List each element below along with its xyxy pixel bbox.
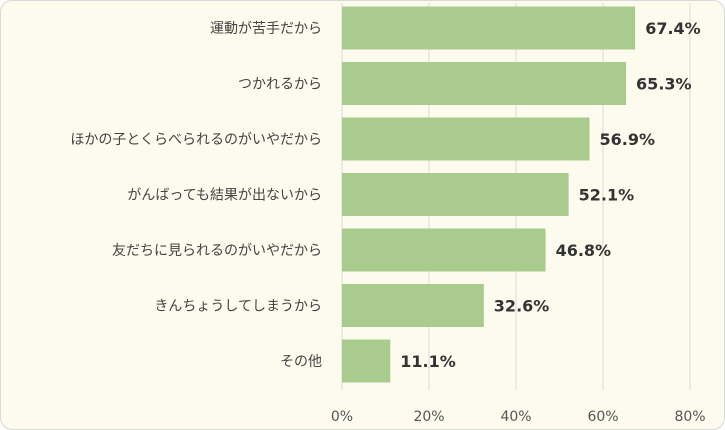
bar [342, 339, 391, 383]
data-label: 65.3% [636, 75, 692, 94]
bar [342, 173, 569, 216]
bar [342, 6, 636, 50]
category-labels: 運動が苦手だからつかれるからほかの子とくらべられるのがいやだからがんばっても結果… [70, 21, 322, 370]
category-label: ほかの子とくらべられるのがいやだから [70, 132, 322, 148]
x-tick-label: 20% [413, 409, 444, 425]
category-label: きんちょうしてしまうから [154, 299, 322, 315]
category-label: 友だちに見られるのがいやだから [112, 243, 322, 259]
data-label: 11.1% [400, 352, 456, 371]
data-label: 32.6% [494, 297, 550, 316]
data-label: 46.8% [556, 241, 612, 260]
x-tick-label: 60% [587, 409, 618, 425]
data-label: 67.4% [645, 19, 701, 38]
x-tick-label: 40% [500, 409, 531, 425]
bar [342, 62, 627, 105]
bar [342, 284, 484, 327]
data-labels: 67.4% 65.3% 56.9% 52.1% 46.8% 32.6% 11.1% [400, 19, 700, 371]
category-label: つかれるから [238, 77, 322, 93]
x-axis-ticks: 0% 20% 40% 60% 80% [331, 409, 706, 425]
category-label: 運動が苦手だから [210, 21, 322, 37]
data-label: 56.9% [600, 130, 656, 149]
category-label: がんばっても結果が出ないから [127, 188, 322, 204]
x-tick-label: 80% [674, 409, 705, 425]
x-tick-label: 0% [331, 409, 353, 425]
bar [342, 228, 546, 272]
category-label: その他 [280, 354, 322, 370]
data-label: 52.1% [579, 186, 635, 205]
bars [342, 6, 636, 383]
bar [342, 117, 590, 161]
